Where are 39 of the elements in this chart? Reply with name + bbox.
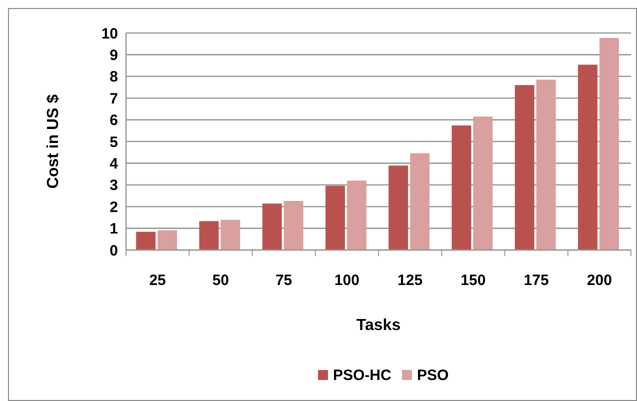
y-tick-label: 5 bbox=[110, 134, 118, 151]
y-axis-title: Cost in US $ bbox=[45, 94, 62, 189]
bar bbox=[452, 125, 472, 250]
y-tick-label: 9 bbox=[110, 46, 118, 64]
bar bbox=[578, 64, 598, 250]
legend-label: PSO-HC bbox=[333, 367, 392, 384]
bar bbox=[199, 221, 219, 250]
y-tick-label: 1 bbox=[110, 220, 118, 238]
bar bbox=[388, 166, 408, 250]
x-tick-label: 125 bbox=[398, 272, 423, 289]
y-tick-label: 7 bbox=[110, 90, 118, 108]
x-tick-label: 100 bbox=[334, 272, 360, 289]
y-tick-label: 8 bbox=[110, 68, 118, 86]
bar bbox=[136, 232, 156, 250]
bar bbox=[262, 204, 282, 250]
bar bbox=[514, 85, 534, 250]
bar bbox=[536, 80, 556, 250]
bar bbox=[284, 200, 304, 250]
bar bbox=[346, 180, 366, 250]
bar bbox=[410, 153, 430, 250]
x-tick-label: 150 bbox=[460, 272, 486, 289]
y-tick-label: 10 bbox=[101, 25, 118, 42]
y-tick-label: 2 bbox=[110, 198, 118, 216]
x-tick-label: 75 bbox=[275, 272, 292, 289]
x-tick-label: 50 bbox=[212, 272, 230, 289]
legend-label: PSO bbox=[417, 367, 450, 384]
x-axis-title: Tasks bbox=[356, 317, 401, 334]
bar bbox=[220, 220, 240, 250]
bar bbox=[599, 38, 619, 250]
bar bbox=[473, 116, 493, 250]
y-tick-label: 0 bbox=[110, 242, 118, 260]
y-tick-label: 4 bbox=[110, 155, 119, 172]
x-tick-label: 25 bbox=[149, 272, 166, 289]
x-tick-label: 200 bbox=[586, 272, 612, 289]
x-tick-label: 175 bbox=[524, 272, 549, 289]
y-tick-label: 3 bbox=[110, 177, 118, 194]
bar bbox=[325, 186, 345, 250]
bar bbox=[158, 230, 178, 250]
y-tick-label: 6 bbox=[110, 112, 118, 130]
